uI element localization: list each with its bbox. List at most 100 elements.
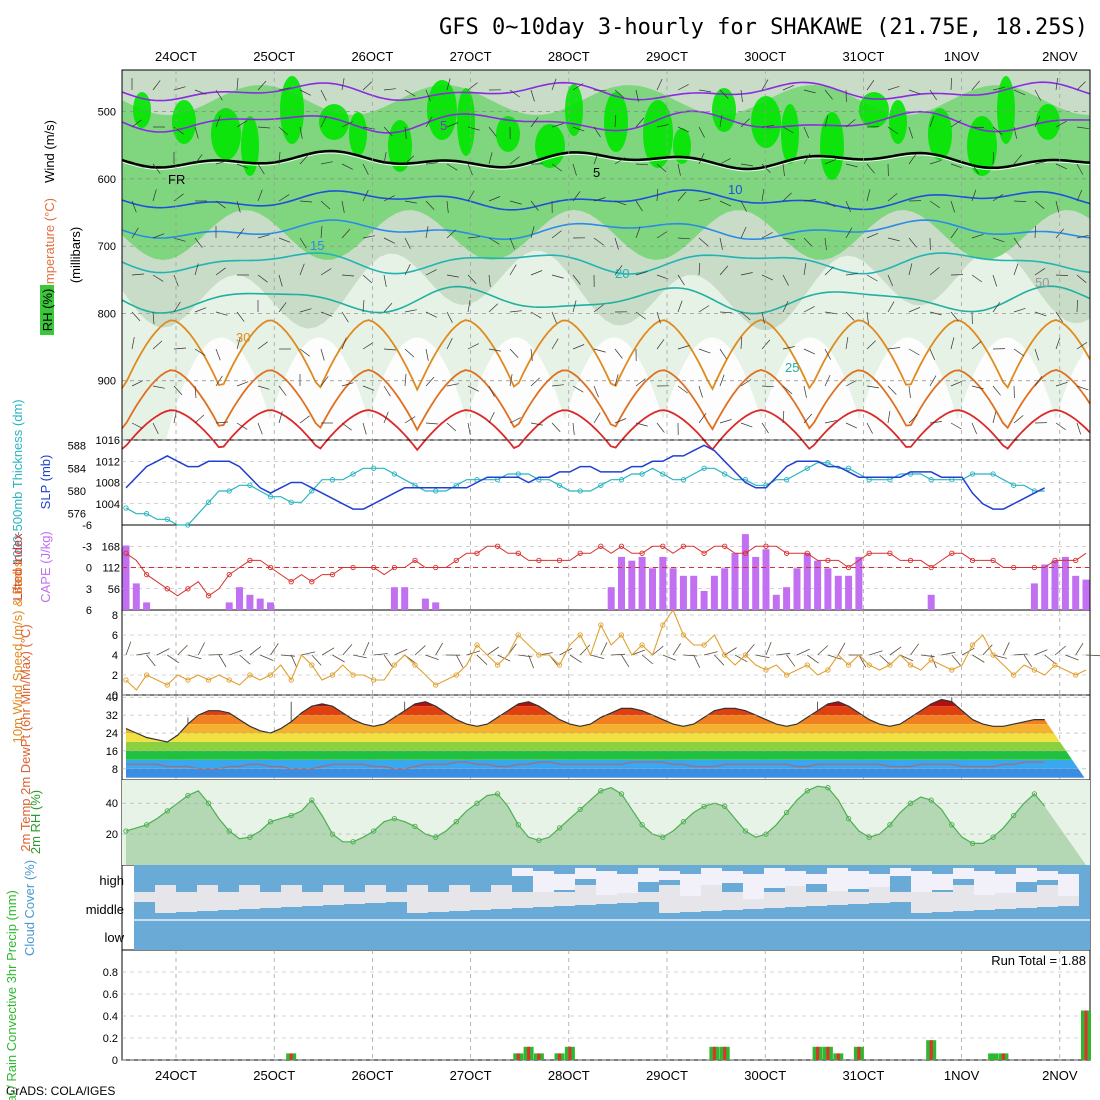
wind-speed-line-marker	[329, 672, 336, 678]
y-tick-label: 24	[106, 728, 118, 740]
wind-barb	[719, 115, 723, 128]
precip-convective-bar	[527, 1046, 531, 1060]
thickness-line-marker	[804, 465, 810, 471]
cloud-clear-middle	[428, 892, 449, 912]
thickness-line-marker	[226, 488, 232, 494]
wind-barb	[299, 200, 313, 203]
upper-ylabel-group: (millibars)	[68, 227, 83, 283]
wind-barb	[887, 411, 891, 424]
rh-patch-90	[211, 108, 241, 160]
precip-total-bar	[988, 1053, 999, 1060]
cape-bar	[122, 545, 130, 610]
wind-barb	[929, 200, 941, 209]
wind-barb	[908, 126, 914, 139]
wind-barb-10m	[631, 649, 646, 656]
wind-barb	[383, 152, 387, 165]
wind-barb-10m	[455, 654, 464, 668]
wind-barb-10m	[590, 654, 605, 659]
wind-barb	[614, 374, 619, 387]
cloud-clear-middle	[218, 892, 239, 910]
wind-barb	[614, 89, 625, 99]
wind-barb	[971, 341, 982, 350]
freezing-level-line	[121, 149, 1091, 171]
wind-barb	[194, 307, 207, 313]
cape-bar	[731, 553, 739, 610]
cape-bar	[855, 556, 863, 610]
wind-barb	[803, 153, 811, 165]
wind-barb	[824, 266, 834, 276]
wind-barb-10m	[579, 644, 591, 656]
wind-barb	[929, 115, 935, 128]
wind-barb	[131, 337, 135, 350]
wind-barb	[467, 422, 471, 435]
rh-line-marker	[598, 788, 604, 794]
wind-barb	[509, 264, 517, 276]
wind-barb	[572, 126, 585, 132]
wind-barb-10m	[321, 647, 335, 656]
cloud-clear-high	[638, 868, 659, 882]
wind-barb	[803, 237, 813, 247]
wind-speed-line-marker	[680, 632, 687, 638]
panel-frame-precip	[121, 949, 1091, 1061]
wind-barb-10m	[280, 654, 295, 657]
wind-barb	[1076, 126, 1089, 130]
y-tick-label: 8	[112, 610, 118, 622]
y-tick-label-left: 588	[68, 441, 86, 453]
lifted-index-line-marker	[639, 550, 645, 556]
rh-patch-90	[496, 116, 520, 152]
wind-barb	[425, 422, 439, 425]
wind-barb	[845, 337, 849, 350]
slp-ylabel: SLP (mb)	[38, 455, 53, 510]
rh-patch-90	[781, 104, 799, 164]
y-tick-label: 0	[112, 1055, 118, 1067]
wind-barb	[782, 84, 795, 91]
cape-ylabel: CAPE (J/kg)	[38, 531, 53, 603]
precip-ylabel-group: Total / Rain Convective 3hr Precip (mm)	[4, 890, 19, 1100]
wind-barb	[845, 200, 852, 213]
thickness-line-marker	[845, 465, 852, 471]
wind-barb	[551, 274, 564, 279]
temp-ylabel-group: 2m Temp 2m DewPt (6hr Min/Max) (°C)	[18, 624, 33, 851]
wind-barb	[362, 274, 373, 284]
wind-barb	[929, 311, 942, 316]
cloud-clear-middle	[575, 885, 596, 905]
wind-barb	[593, 385, 599, 398]
wind-barb	[950, 337, 955, 350]
wind-barb-10m	[425, 654, 439, 660]
y-tick-label-left: 580	[68, 486, 86, 498]
wind-barb	[761, 125, 774, 128]
wind-barb	[761, 79, 769, 91]
wind-barb	[152, 80, 161, 91]
wind-barb	[362, 190, 369, 202]
wind-barb-10m	[301, 651, 316, 656]
cloud-clear-middle	[764, 892, 785, 908]
wind-barb-10m	[156, 648, 170, 656]
cloud-clear-middle	[806, 892, 827, 906]
wind-barb	[383, 385, 391, 397]
wind-barb	[971, 189, 977, 202]
chart-title: GFS 0~10day 3-hourly for SHAKAWE (21.75E…	[439, 15, 1088, 40]
cape-bar	[824, 568, 832, 610]
rh-line-marker	[969, 840, 976, 847]
wind-barb	[740, 311, 751, 321]
thickness-line-marker	[143, 511, 150, 517]
wind-speed-line-marker	[433, 682, 439, 688]
cloud-clear-middle	[638, 892, 659, 902]
rh-line-marker	[391, 815, 398, 822]
wind-barb	[362, 126, 375, 130]
rh-line-marker	[288, 812, 294, 819]
temp-color-band	[126, 733, 1086, 742]
wind-barb-10m	[776, 652, 791, 656]
wind-barb	[467, 343, 479, 350]
wind-barb	[656, 274, 669, 280]
wind-barb-10m	[972, 654, 985, 663]
wind-speed-line-marker	[949, 667, 955, 673]
thickness-line-marker	[515, 471, 521, 477]
rh-line-marker	[742, 828, 749, 834]
wind-barb	[803, 89, 816, 94]
rh-patch-90	[349, 112, 367, 156]
wind-barb-10m	[961, 647, 975, 656]
thickness-line-marker	[205, 499, 212, 505]
temp-color-band	[126, 768, 1086, 778]
